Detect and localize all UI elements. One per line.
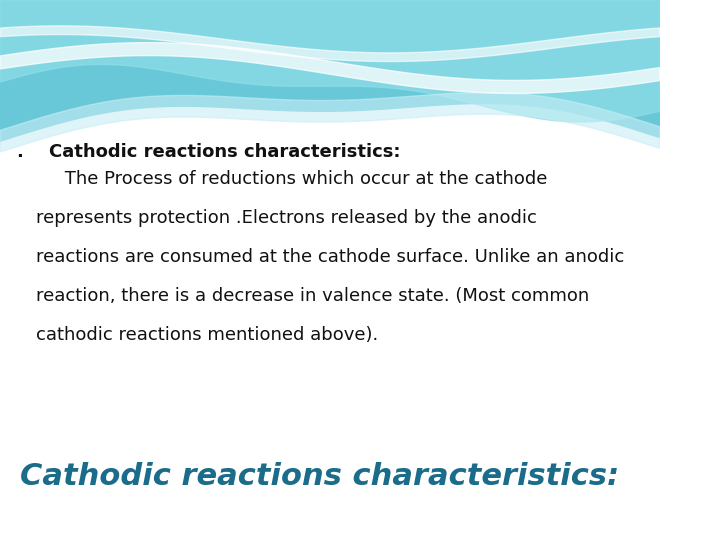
Text: represents protection .Electrons released by the anodic: represents protection .Electrons release…: [36, 209, 537, 227]
Text: The Process of reductions which occur at the cathode: The Process of reductions which occur at…: [36, 170, 548, 188]
Text: cathodic reactions mentioned above).: cathodic reactions mentioned above).: [36, 326, 379, 343]
Text: reaction, there is a decrease in valence state. (Most common: reaction, there is a decrease in valence…: [36, 287, 590, 305]
Text: Cathodic reactions characteristics:: Cathodic reactions characteristics:: [19, 462, 619, 491]
Text: reactions are consumed at the cathode surface. Unlike an anodic: reactions are consumed at the cathode su…: [36, 248, 624, 266]
Text: .: .: [17, 143, 23, 161]
Text: Cathodic reactions characteristics:: Cathodic reactions characteristics:: [50, 143, 401, 161]
